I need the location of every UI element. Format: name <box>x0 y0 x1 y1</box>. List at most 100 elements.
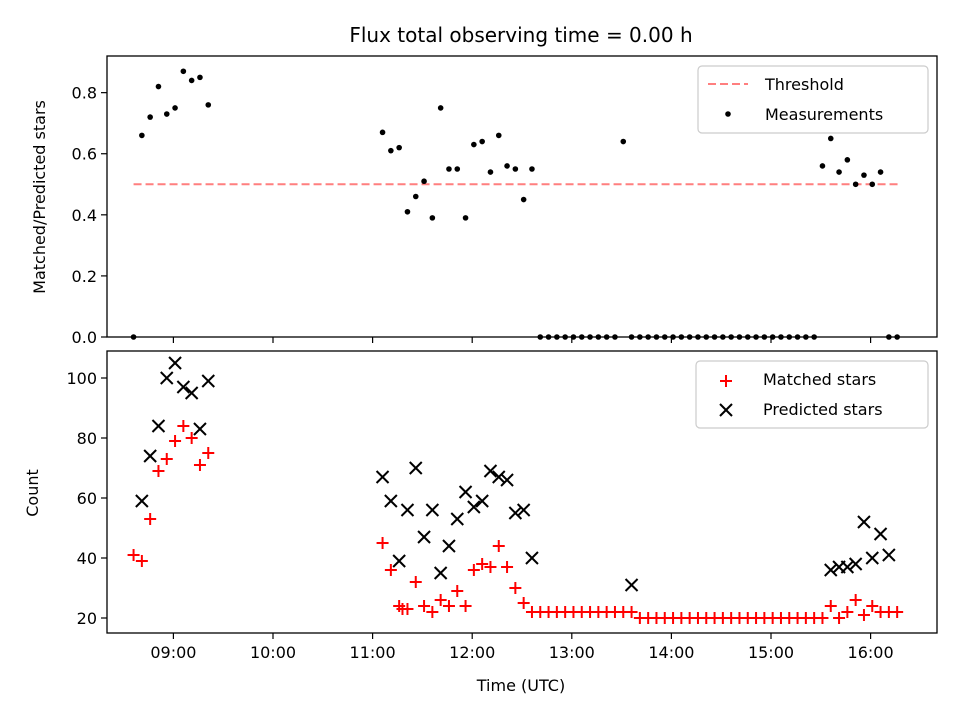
top-legend-box <box>697 65 929 134</box>
matched-point <box>824 600 837 612</box>
predicted-point <box>442 539 456 553</box>
legend-threshold-label: Threshold <box>764 75 844 94</box>
matched-point <box>169 435 182 447</box>
bottom-legend: Matched stars Predicted stars <box>695 360 929 429</box>
matched-point <box>625 606 638 618</box>
matched-point <box>376 537 389 549</box>
matched-point <box>459 600 472 612</box>
matched-point <box>202 447 215 459</box>
matched-point <box>509 582 522 594</box>
matched-point <box>857 609 870 621</box>
top-axes: Flux total observing time = 0.00 h 0.00.… <box>30 23 938 347</box>
top-axes-frame <box>106 55 938 338</box>
chart-title: Flux total observing time = 0.00 h <box>349 23 692 47</box>
top-y-tick-label: 0.8 <box>72 84 97 103</box>
predicted-point <box>433 566 448 580</box>
x-tick-label: 10:00 <box>250 643 296 662</box>
predicted-point <box>193 422 207 436</box>
measurement-point <box>836 169 842 175</box>
measurement-point <box>396 144 402 151</box>
bottom-y-tick-label: 80 <box>77 429 97 448</box>
measurement-point <box>180 68 187 75</box>
predicted-point <box>168 356 182 370</box>
measurement-point <box>379 129 386 136</box>
measurement-point <box>172 105 178 111</box>
measurement-point <box>504 163 510 169</box>
measurement-point <box>429 215 436 221</box>
matched-point <box>467 564 480 576</box>
top-y-tick-label: 0.2 <box>72 267 97 286</box>
predicted-point <box>458 485 473 499</box>
measurement-point <box>412 193 419 200</box>
measurement-point <box>512 166 519 172</box>
predicted-point <box>392 554 406 568</box>
predicted-point <box>857 515 871 529</box>
measurement-point <box>421 178 427 185</box>
matched-point <box>160 453 173 465</box>
measurements-legend-marker <box>725 111 731 117</box>
predicted-point <box>873 527 888 541</box>
top-ticks: 0.0 0.2 0.4 0.6 0.8 <box>72 84 872 347</box>
predicted-point <box>417 530 431 544</box>
measurement-point <box>479 138 485 145</box>
measurement-point <box>197 74 203 81</box>
predicted-point <box>865 551 879 565</box>
measurement-point <box>446 166 452 172</box>
matched-point <box>401 603 414 615</box>
matched-point <box>841 606 854 618</box>
x-tick-label: 13:00 <box>549 643 595 662</box>
measurement-point <box>529 166 535 172</box>
top-legend: Threshold Measurements <box>697 65 929 134</box>
matched-point <box>185 432 198 444</box>
predicted-point <box>508 506 523 520</box>
measurement-point <box>495 132 502 139</box>
matched-point <box>135 555 148 567</box>
predicted-point <box>624 578 639 592</box>
measurement-point <box>861 172 867 178</box>
predicted-point <box>135 494 149 508</box>
measurement-point <box>139 132 145 139</box>
bottom-plot-area <box>127 356 904 624</box>
top-y-tick-label: 0.4 <box>72 206 97 225</box>
matched-point <box>484 561 497 573</box>
matched-point <box>193 459 206 471</box>
bottom-axes: 20 40 60 80 100 09:00 10:00 11:00 12:00 13:00 14:0… <box>23 350 938 695</box>
matched-point <box>152 465 165 477</box>
x-tick-label: 14:00 <box>648 643 694 662</box>
legend-matched-label: Matched stars <box>763 370 876 389</box>
matched-point <box>816 612 829 624</box>
measurement-point <box>388 147 394 154</box>
matched-point <box>384 564 397 576</box>
predicted-point <box>409 461 423 475</box>
measurement-point <box>520 196 527 203</box>
matched-point <box>833 612 846 624</box>
predicted-point <box>525 551 539 565</box>
predicted-legend-marker <box>719 403 733 417</box>
matched-point <box>849 594 862 606</box>
matched-point <box>409 576 422 588</box>
measurement-point <box>147 114 153 120</box>
predicted-point <box>483 464 498 478</box>
matched-point <box>866 600 879 612</box>
bottom-y-axis-label: Count <box>23 469 42 517</box>
bottom-axes-frame <box>106 350 938 634</box>
predicted-point <box>184 386 199 400</box>
matched-point <box>177 420 190 432</box>
measurement-point <box>852 181 859 188</box>
matched-legend-marker <box>720 375 732 387</box>
predicted-point <box>824 563 838 577</box>
bottom-ticks: 20 40 60 80 100 09:00 10:00 11:00 12:00 13:00 14:0… <box>66 369 893 662</box>
predicted-point <box>201 374 215 388</box>
x-tick-label: 11:00 <box>350 643 396 662</box>
predicted-point <box>151 419 166 433</box>
measurement-point <box>844 157 851 163</box>
predicted-point <box>467 500 481 514</box>
measurement-point <box>155 83 162 90</box>
predicted-point <box>500 473 514 487</box>
bottom-y-tick-label: 60 <box>77 489 97 508</box>
matched-point <box>426 606 439 618</box>
x-tick-label: 12:00 <box>449 643 495 662</box>
predicted-point <box>492 470 506 484</box>
predicted-point <box>840 560 855 574</box>
